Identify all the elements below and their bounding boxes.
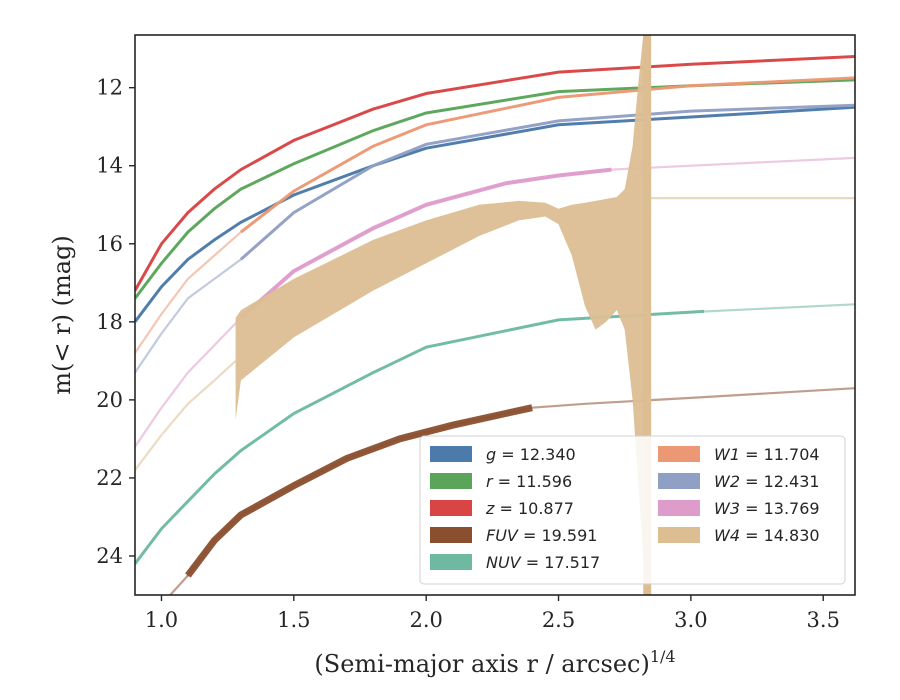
legend-entry: z = 10.877 [485,499,574,518]
legend-swatch [430,554,472,570]
legend-swatch [430,500,472,516]
series-w2-line [239,103,855,261]
series-w1-line [239,76,855,234]
series-z-faint [135,55,855,292]
series-w3-faint [135,156,855,448]
series-fuv-lead [168,574,189,595]
legend-entry: W1 = 11.704 [714,445,820,464]
legend-entry: FUV = 19.591 [486,526,597,545]
legend-entry: W4 = 14.830 [714,526,820,545]
legend-entry: r = 11.596 [486,472,572,491]
series-z-line [135,55,855,292]
legend-swatch [430,473,472,489]
series-w4-spike [643,35,652,595]
legend-swatch [658,473,700,489]
x-axis-label: (Semi-major axis r / arcsec)1/4 [314,647,675,678]
x-tick-label: 3.5 [807,608,840,632]
y-tick-label: 24 [96,544,123,568]
series-w4-inner [135,360,237,471]
legend-swatch [658,527,700,543]
x-axis: 1.0 1.5 2.0 2.5 3.0 3.5 [145,595,840,632]
x-tick-label: 3.0 [674,608,707,632]
x-tick-label: 1.5 [277,608,310,632]
legend-swatch [658,500,700,516]
y-tick-label: 14 [96,154,123,178]
legend-entry: NUV = 17.517 [486,553,600,572]
legend-box [419,435,846,585]
x-tick-label: 2.0 [409,608,442,632]
y-axis-label: m(< r) (mag) [48,235,76,394]
x-tick-label: 2.5 [542,608,575,632]
legend-entry: W2 = 12.431 [714,472,820,491]
plot-area [135,35,855,595]
legend-entry: W3 = 13.769 [714,499,820,518]
series-w4-band [235,35,649,595]
x-tick-label: 1.0 [145,608,178,632]
legend-entry: g = 12.340 [486,445,576,464]
series-w3-line [239,167,612,320]
y-axis: 12 14 16 18 20 22 24 [96,76,135,568]
y-tick-label: 16 [96,232,123,256]
legend: g = 12.340 r = 11.596 z = 10.877 FUV = 19.5… [419,435,846,585]
series-fuv-line [185,404,533,578]
y-tick-label: 12 [96,76,123,100]
y-tick-label: 22 [96,466,123,490]
y-tick-label: 20 [96,388,123,412]
legend-swatch [430,446,472,462]
series-g-line [135,105,855,323]
y-tick-label: 18 [96,310,123,334]
legend-swatch [430,527,472,543]
series-r-line [135,78,855,300]
legend-swatch [658,446,700,462]
plot-frame [134,34,856,596]
